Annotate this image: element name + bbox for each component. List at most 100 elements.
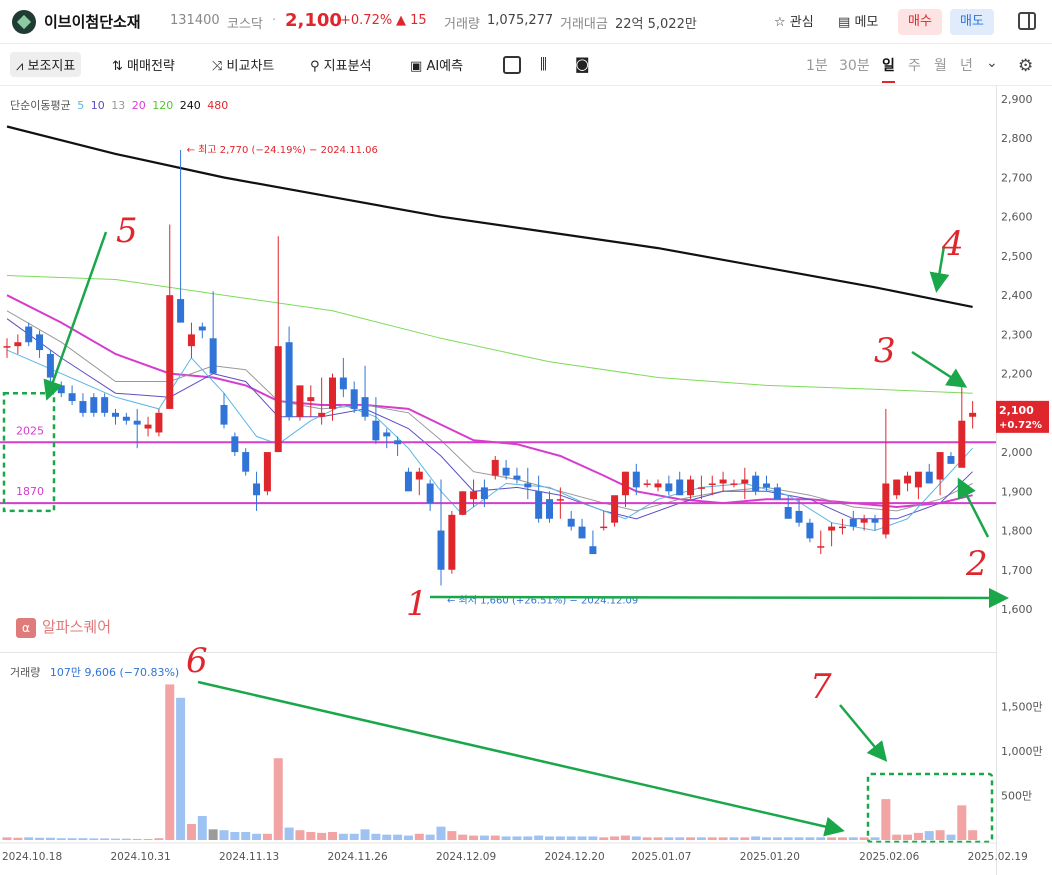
volume-bar (186, 824, 196, 840)
volume-bar (729, 837, 739, 840)
volume-bar (859, 837, 869, 840)
volume-label: 거래량 (444, 17, 480, 32)
volume-bar (132, 838, 142, 840)
alpha-logo-icon: α (16, 617, 36, 638)
last-price-tag-rate: +0.72% (999, 420, 1042, 431)
indicator-icon: ⩘ (16, 59, 24, 74)
volume-bar (262, 833, 272, 840)
volume-bar (968, 830, 978, 840)
volume-bar (317, 832, 327, 840)
volume-bar (881, 799, 891, 840)
annotation-arrow-3 (911, 350, 968, 388)
ma-legend-120: 120 (152, 99, 174, 112)
candle-body (25, 326, 33, 343)
ai-predict-button[interactable]: ▣ AI예측 (410, 55, 463, 74)
candle-body (784, 507, 792, 519)
candle-body (14, 342, 22, 347)
candle-body (155, 412, 163, 433)
camera-icon[interactable]: ◙ (575, 55, 590, 73)
volume-bar (816, 837, 826, 840)
memo-button[interactable]: ▤ 메모 (838, 11, 878, 30)
candle-body (936, 452, 944, 480)
candle-type-icon[interactable]: ⫼ (540, 55, 547, 73)
chevron-down-icon[interactable]: ⌄ (986, 55, 998, 71)
candle-body (773, 487, 781, 500)
volume-bar (772, 837, 782, 840)
price-tick-label: 2,000 (1001, 446, 1033, 459)
sell-button[interactable]: 매도 (950, 9, 994, 35)
candle-body (242, 452, 250, 472)
volume-bar (176, 697, 186, 840)
volume-bar (512, 836, 522, 840)
candle-body (68, 393, 76, 402)
candle-body (79, 401, 87, 413)
x-tick-label: 2025.01.07 (631, 851, 691, 863)
price-tick-label: 2,600 (1001, 211, 1033, 224)
candle-body (860, 518, 868, 523)
compare-button[interactable]: ⤨ 비교차트 (212, 55, 274, 74)
volume-bar (903, 834, 913, 840)
price-tick-label: 2,300 (1001, 328, 1033, 341)
volume-bar (56, 838, 66, 840)
volume-bar (892, 834, 902, 840)
period-tab-1min[interactable]: 1분 (806, 58, 828, 74)
volume-bar (913, 832, 923, 840)
period-tab-week[interactable]: 주 (908, 58, 921, 74)
analysis-button[interactable]: ⚲ 지표분석 (310, 55, 372, 74)
stock-name[interactable]: 이브이첨단소재 (44, 13, 141, 31)
candle-body (372, 420, 380, 441)
volume-bar (403, 835, 413, 840)
volume-bar (2, 837, 12, 840)
market-name: 코스닥 (227, 17, 263, 32)
period-tab-30min[interactable]: 30분 (839, 58, 870, 74)
indicator-button[interactable]: ⩘ 보조지표 (10, 52, 82, 77)
gear-icon[interactable]: ⚙ (1018, 56, 1034, 76)
annotation-number-5: 5 (116, 211, 138, 251)
candle-body (187, 334, 195, 347)
volume-bar (284, 827, 294, 840)
horizontal-line-label: 2025 (16, 424, 44, 437)
candle-body (318, 412, 326, 417)
candle-body (611, 495, 619, 523)
volume-bar (631, 836, 641, 840)
volume-bar (78, 838, 88, 840)
horizontal-line-label: 1870 (16, 485, 44, 498)
candle-body (763, 483, 770, 488)
candle-body (795, 510, 803, 523)
drawing-box-icon[interactable] (503, 56, 521, 74)
price-tick-label: 1,900 (1001, 485, 1033, 498)
volume-bar (686, 837, 696, 840)
period-tab-year[interactable]: 년 (960, 58, 973, 74)
pane-separator[interactable] (0, 652, 996, 653)
price-tick-label: 2,500 (1001, 250, 1033, 263)
strategy-icon: ⇅ (112, 59, 123, 74)
ma-line-ma20 (6, 294, 973, 509)
annotation-number-3: 3 (874, 331, 896, 371)
candle-body (621, 471, 629, 496)
volume-tick-label: 500만 (1001, 790, 1032, 803)
sidebar-toggle-icon[interactable] (1018, 12, 1036, 30)
candle-body (904, 475, 912, 484)
ma-line-ma240 (6, 125, 973, 308)
volume-tick-label: 1,500만 (1001, 701, 1043, 714)
candle-body (741, 479, 749, 484)
ai-chip-icon: ▣ (410, 59, 423, 74)
candle-body (350, 389, 358, 409)
buy-button[interactable]: 매수 (898, 9, 942, 35)
x-tick-label: 2024.10.31 (111, 851, 171, 863)
candle-body (817, 546, 825, 548)
annotation-arrow-4 (929, 245, 950, 293)
candle-body (513, 475, 521, 480)
candle-body (676, 479, 684, 496)
favorite-button[interactable]: ☆ 관심 (774, 11, 814, 30)
period-tab-day[interactable]: 일 (882, 55, 895, 83)
volume-bar (230, 832, 240, 840)
strategy-button[interactable]: ⇅ 매매전략 (112, 55, 175, 74)
candle-body (177, 299, 185, 323)
candle-body (524, 483, 532, 488)
period-tab-month[interactable]: 월 (934, 58, 947, 74)
price-axis-border (996, 86, 997, 875)
volume-bar (414, 833, 424, 840)
ma-legend-label: 단순이동평균 (10, 99, 71, 112)
